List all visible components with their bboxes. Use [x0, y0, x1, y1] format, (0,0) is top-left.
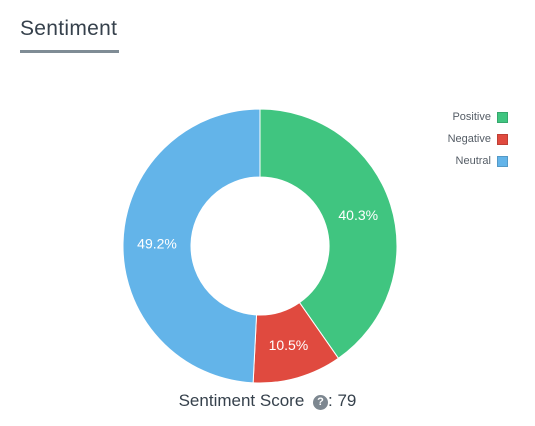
legend-label-neutral: Neutral — [455, 155, 491, 167]
legend-label-positive: Positive — [452, 111, 491, 123]
legend-item-neutral[interactable]: Neutral — [388, 150, 508, 172]
question-circle-icon[interactable]: ? — [313, 395, 329, 410]
legend-swatch-neutral — [497, 155, 508, 167]
slice-label-neutral: 49.2% — [137, 235, 177, 251]
sentiment-score: Sentiment Score ?: 79 — [0, 391, 535, 411]
panel-title: Sentiment — [20, 17, 118, 40]
legend-item-negative[interactable]: Negative — [388, 128, 508, 150]
legend-label-negative: Negative — [447, 133, 491, 145]
legend-swatch-positive — [497, 111, 508, 123]
chart-legend: Positive Negative Neutral — [388, 106, 508, 172]
slice-label-negative: 10.5% — [269, 337, 309, 353]
sentiment-score-separator: : — [328, 391, 338, 410]
sentiment-score-value: 79 — [337, 391, 357, 410]
slice-neutral[interactable] — [122, 108, 261, 384]
slice-positive[interactable] — [259, 108, 398, 360]
title-underline — [20, 50, 119, 53]
legend-swatch-negative — [497, 133, 508, 145]
legend-item-positive[interactable]: Positive — [388, 106, 508, 128]
sentiment-score-label: Sentiment Score — [178, 391, 305, 410]
slice-label-positive: 40.3% — [338, 207, 378, 223]
